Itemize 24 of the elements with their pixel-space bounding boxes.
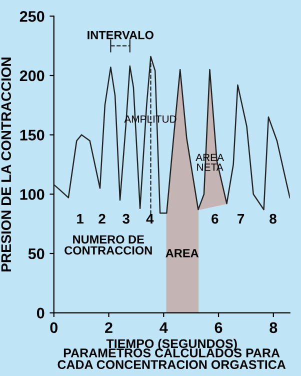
annotation: NUMERO DE CONTRACCION (64, 235, 152, 255)
annotation: INTERVALO (88, 30, 154, 40)
text: PARAMETROS CALCULADOS PARA CADA CONCENTRACION ORGASTICA (58, 348, 286, 370)
x-tick-label: 2 (105, 322, 112, 333)
y-tick-label: 0 (36, 308, 44, 319)
x-tick-label: 6 (214, 322, 222, 334)
x-tick-label: 8 (270, 322, 278, 334)
y-tick-label: 100 (20, 189, 44, 200)
y-tick-label: 200 (20, 70, 44, 82)
annotation: 2 (98, 214, 106, 224)
y-tick-label: 50 (28, 248, 44, 260)
x-tick-label: 4 (160, 322, 168, 333)
y-tick-label: 250 (20, 11, 44, 22)
annotation: AREA (166, 249, 199, 258)
annotation: 1 (77, 214, 84, 224)
annotation: 3 (122, 214, 130, 224)
annotation: 6 (212, 214, 218, 224)
annotation: 7 (238, 214, 244, 224)
annotation: 8 (270, 214, 276, 224)
line-series (54, 56, 290, 214)
y-axis-title: PRESION DE LA CONTRACCION (1, 58, 12, 272)
x-tick-label: 0 (50, 322, 58, 334)
annotation: 4 (146, 214, 154, 224)
y-tick-label: 150 (20, 130, 44, 141)
